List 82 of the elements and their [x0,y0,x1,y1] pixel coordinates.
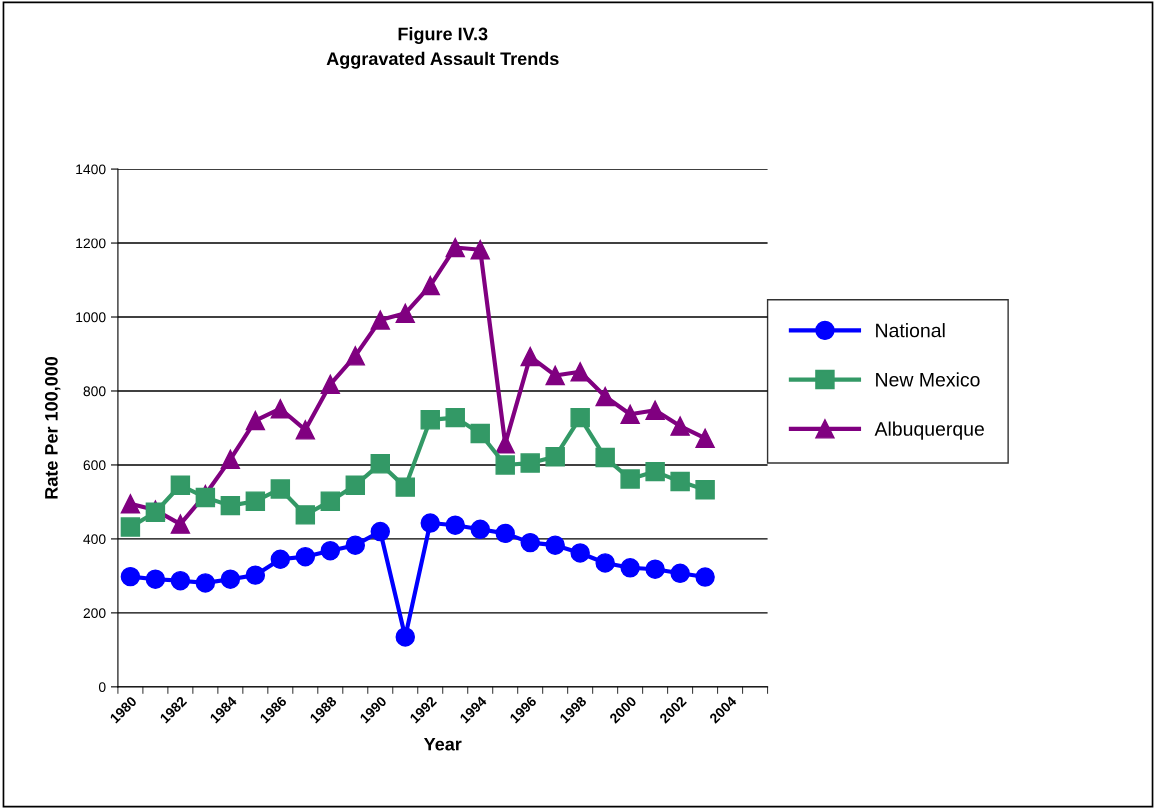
point [570,407,590,428]
y-tick-label: 600 [83,460,106,471]
point [695,567,715,587]
point [620,558,640,578]
y-tick-label: 1000 [76,312,106,323]
point [370,454,391,474]
y-tick-label: 400 [83,534,106,545]
point [520,532,540,553]
point [470,519,490,540]
point [595,447,615,468]
point [670,416,690,436]
point [620,404,640,425]
point [445,237,465,258]
point [645,400,665,420]
point [320,491,341,511]
point [345,475,366,496]
point [270,479,291,499]
legend-label: New Mexico [876,372,980,387]
point [495,455,515,475]
point [545,365,565,386]
point [245,410,266,431]
point [645,461,665,482]
point [445,515,465,535]
point [420,275,440,296]
point [570,362,590,382]
point [470,239,490,260]
y-axis-title: Rate Per 100,000 [44,356,61,499]
point [120,494,141,514]
chart-title: Figure IV.3 Aggravated Assault Trends [326,27,559,69]
point [420,513,440,533]
y-tick-label: 0 [98,682,106,693]
point [620,469,640,489]
point [520,453,540,473]
point [195,487,216,508]
point [695,428,715,449]
point [245,565,266,585]
point [545,535,565,555]
y-tick-label: 200 [83,608,106,619]
legend-label: National [876,323,945,338]
point [270,399,291,419]
point [645,559,665,579]
y-tick-label: 800 [83,386,106,397]
point [545,447,565,467]
point [695,479,715,500]
point [395,303,415,324]
point [295,420,316,440]
point [220,569,241,589]
point [495,523,515,544]
point [295,546,316,567]
point [320,541,341,561]
point [595,386,615,407]
point [670,471,690,492]
point [295,505,316,525]
point [370,521,391,542]
point [370,310,391,330]
point [420,410,440,430]
point [345,346,366,366]
point [570,543,590,563]
point [120,566,141,587]
point [345,535,366,555]
point [220,449,241,470]
point [170,570,191,591]
point [120,517,141,537]
point [195,573,216,593]
point [320,374,341,395]
point [445,407,465,428]
point [395,627,415,647]
point [145,569,166,589]
point [270,549,291,569]
point [395,477,415,497]
point [170,475,191,496]
point [670,563,690,584]
point [220,495,241,516]
point [595,553,615,573]
point [245,491,266,511]
y-tick-label: 1400 [76,164,106,175]
point [470,423,490,444]
point [520,346,540,367]
x-axis-title: Year [423,737,462,751]
y-tick-label: 1200 [76,238,106,249]
legend-label: Albuquerque [874,421,984,440]
point [170,514,191,534]
